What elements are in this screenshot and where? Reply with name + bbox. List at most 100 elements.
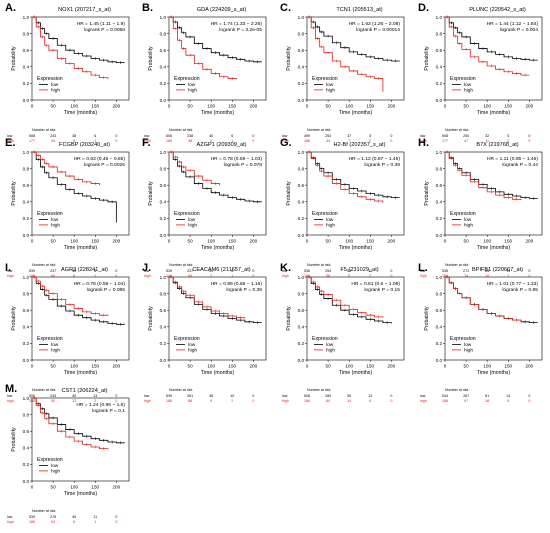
risk-row-label-low: low: [282, 269, 288, 273]
y-tick-label: 1.0: [436, 150, 443, 155]
y-tick-label: 1.0: [23, 15, 30, 20]
chart-title: TCN1 (205513_at): [336, 7, 382, 13]
chart-title: NOX1 (207217_s_at): [58, 7, 111, 13]
risk-value-low: 0: [390, 269, 392, 273]
risk-value-low: 38: [72, 134, 76, 138]
x-tick-label: 0: [306, 239, 309, 244]
km-curve-high: [32, 276, 109, 317]
risk-row-label-low: low: [282, 134, 288, 138]
logrank-p-text: logrank P = 0.44: [502, 162, 538, 168]
x-tick-label: 0: [168, 364, 171, 369]
risk-value-high: 0: [390, 274, 392, 278]
panel-letter: F.: [142, 137, 151, 149]
y-tick-label: 0.4: [23, 65, 30, 70]
plot-frame: [168, 16, 267, 101]
risk-row-label-low: low: [7, 269, 13, 273]
risk-row-label-high: high: [420, 139, 427, 143]
risk-value-high: 0: [115, 399, 117, 403]
x-tick-label: 50: [188, 104, 194, 109]
x-tick-label: 150: [366, 239, 374, 244]
y-tick-label: 0.8: [160, 166, 167, 171]
risk-row-label-high: high: [144, 274, 151, 278]
risk-value-low: 55: [347, 394, 351, 398]
risk-value-low: 539: [166, 269, 172, 273]
risk-value-high: 0: [528, 139, 530, 143]
x-tick-label: 100: [345, 239, 353, 244]
risk-value-high: 0: [252, 139, 254, 143]
risk-value-high: 186: [442, 274, 448, 278]
y-tick-label: 1.0: [436, 275, 443, 280]
y-tick-label: 0.6: [160, 48, 167, 53]
risk-row-label-high: high: [144, 399, 151, 403]
km-curve-high: [32, 16, 109, 80]
logrank-p-text: logrank P = 0.00014: [356, 27, 400, 33]
risk-value-low: 261: [187, 394, 193, 398]
risk-value-low: 243: [50, 394, 56, 398]
x-tick-label: 50: [51, 104, 57, 109]
x-tick-label: 50: [464, 364, 470, 369]
risk-row-label-high: high: [7, 139, 14, 143]
x-tick-label: 100: [207, 104, 215, 109]
x-axis-label: Time (months): [64, 491, 98, 497]
risk-value-high: 0: [115, 274, 117, 278]
legend-title: Expression: [450, 211, 476, 217]
risk-value-low: 272: [463, 269, 469, 273]
risk-value-high: 0: [115, 139, 117, 143]
risk-value-low: 11: [93, 515, 97, 519]
x-tick-label: 100: [70, 104, 78, 109]
legend-label-low: low: [464, 82, 472, 88]
legend-label-high: high: [51, 348, 60, 354]
chart-title: FCGBP (203240_at): [59, 142, 110, 148]
x-tick-label: 200: [113, 104, 121, 109]
risk-value-low: 6: [231, 134, 233, 138]
risk-table-title: Number at risk: [32, 509, 56, 513]
y-tick-label: 0.6: [298, 308, 305, 313]
panel-letter: M.: [5, 383, 18, 395]
risk-value-high: 169: [166, 139, 172, 143]
km-curve-high: [32, 151, 100, 186]
x-axis-label: Time (months): [477, 245, 511, 251]
risk-value-low: 40: [72, 394, 76, 398]
risk-value-high: 11: [485, 139, 489, 143]
risk-value-low: 499: [304, 134, 310, 138]
km-panel: M. CST1 (206224_at) 0.0 0.2 0.4 0.6 0.8 1.0 0 50 1…: [5, 383, 137, 533]
x-axis-label: Time (months): [64, 245, 98, 251]
x-tick-label: 200: [526, 364, 534, 369]
risk-value-high: 2: [94, 399, 96, 403]
panel-letter: E.: [5, 137, 16, 149]
hazard-ratio-text: HR = 1.44 (1.12 − 1.84): [487, 21, 539, 27]
y-axis-label: Probability: [286, 46, 292, 71]
x-tick-label: 50: [464, 104, 470, 109]
x-tick-label: 100: [483, 239, 491, 244]
hazard-ratio-text: HR = 0.89 (0.68 − 1.16): [211, 281, 263, 287]
risk-row-label-low: low: [7, 134, 13, 138]
x-tick-label: 200: [388, 364, 396, 369]
y-tick-label: 0.4: [160, 200, 167, 205]
y-tick-label: 1.0: [23, 275, 30, 280]
risk-value-low: 539: [29, 269, 35, 273]
y-tick-label: 1.0: [436, 15, 443, 20]
risk-value-low: 0: [115, 134, 117, 138]
legend-title: Expression: [37, 76, 63, 82]
logrank-p-text: logrank P = 0.085: [87, 287, 126, 293]
hazard-ratio-text: HR = 0.63 (0.46 − 0.85): [74, 156, 126, 162]
y-tick-label: 0.6: [23, 183, 30, 188]
risk-value-low: 10: [230, 394, 234, 398]
km-curve-high: [445, 16, 530, 76]
risk-row-label-high: high: [420, 274, 427, 278]
plot-frame: [31, 276, 130, 361]
y-tick-label: 0.0: [298, 233, 305, 238]
panel-letter: J.: [142, 262, 152, 274]
panel-letter: G.: [280, 137, 292, 149]
x-axis-label: Time (months): [339, 110, 373, 116]
km-panel: K. F5 (231029_at) 0.0 0.2 0.4 0.6 0.8 1.0 0 50 100…: [280, 262, 412, 412]
risk-value-low: 5: [507, 134, 509, 138]
risk-value-high: 0: [528, 399, 530, 403]
km-curve-high: [445, 276, 522, 322]
x-tick-label: 0: [31, 239, 34, 244]
risk-table-title: Number at risk: [32, 388, 56, 392]
risk-row-label-low: low: [7, 394, 13, 398]
risk-value-high: 97: [464, 399, 468, 403]
km-curve-high: [169, 276, 246, 319]
risk-row-label-low: low: [7, 515, 13, 519]
